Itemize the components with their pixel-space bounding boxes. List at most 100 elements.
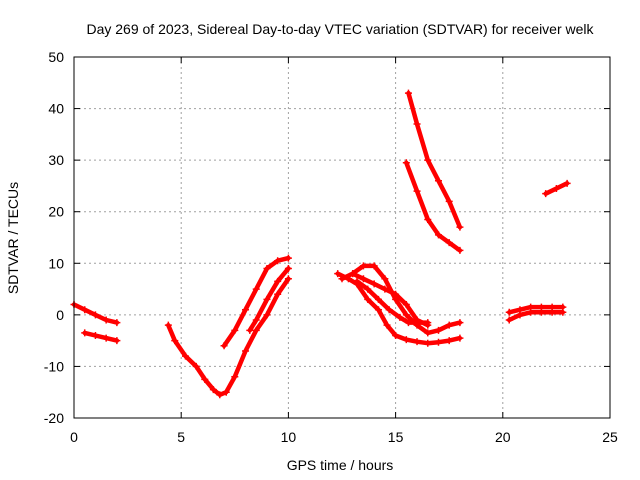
series-line [82, 330, 120, 343]
x-tick-label: 20 [495, 429, 511, 445]
data-point-marker [413, 338, 421, 346]
data-point-marker [434, 177, 442, 185]
data-point-marker [385, 306, 393, 314]
series-arc-8 [349, 270, 432, 329]
data-point-marker [527, 308, 535, 316]
data-point-marker [505, 308, 513, 316]
data-point-marker [263, 311, 271, 319]
data-point-marker [171, 337, 179, 345]
data-point-marker [242, 306, 250, 314]
data-point-marker [424, 329, 432, 337]
data-point-marker [413, 187, 421, 195]
series-line [166, 276, 291, 398]
data-point-marker [424, 339, 432, 347]
data-point-marker [242, 347, 250, 355]
series-arc-4 [220, 254, 292, 350]
data-point-marker [404, 319, 412, 327]
data-point-marker [445, 337, 453, 345]
x-tick-label: 0 [70, 429, 78, 445]
y-tick-label: 0 [56, 307, 64, 323]
data-point-marker [102, 334, 110, 342]
series-arc-11 [402, 159, 464, 254]
x-axis-label: GPS time / hours [287, 457, 394, 473]
data-point-marker [383, 321, 391, 329]
data-point-marker [402, 159, 410, 167]
data-point-marker [209, 386, 217, 394]
series-line [339, 263, 463, 336]
data-point-marker [91, 331, 99, 339]
data-point-marker [274, 277, 282, 285]
axis-ticks: 0 5 10 15 20 25 -20 -10 0 10 20 30 40 50 [44, 49, 618, 445]
series-line [404, 160, 463, 253]
x-tick-label: 5 [177, 429, 185, 445]
data-point-marker [396, 313, 404, 321]
series-line [506, 310, 566, 323]
data-point-marker [192, 362, 200, 370]
data-point-marker [392, 331, 400, 339]
data-point-marker [456, 319, 464, 327]
x-tick-label: 15 [388, 429, 404, 445]
data-point-marker [392, 290, 400, 298]
data-point-marker [456, 246, 464, 254]
data-point-marker [402, 311, 410, 319]
data-point-marker [402, 336, 410, 344]
data-point-marker [102, 316, 110, 324]
y-tick-label: 20 [48, 204, 64, 220]
data-point-marker [353, 277, 361, 285]
chart-title: Day 269 of 2023, Sidereal Day-to-day VTE… [86, 21, 594, 37]
x-tick-label: 10 [281, 429, 297, 445]
series-line [350, 271, 431, 328]
data-point-marker [359, 275, 367, 283]
data-point-marker [231, 373, 239, 381]
x-tick-label: 25 [602, 429, 618, 445]
data-point-marker [402, 301, 410, 309]
data-point-marker [456, 334, 464, 342]
data-point-marker [424, 215, 432, 223]
data-point-marker [201, 375, 209, 383]
data-point-marker [364, 295, 372, 303]
data-point-marker [263, 264, 271, 272]
data-point-marker [252, 326, 260, 334]
data-point-marker [424, 319, 432, 327]
data-point-marker [548, 308, 556, 316]
data-point-marker [164, 321, 172, 329]
data-point-marker [216, 391, 224, 399]
data-point-marker [263, 295, 271, 303]
series-line [406, 90, 463, 230]
data-point-marker [91, 311, 99, 319]
data-point-marker [220, 342, 228, 350]
data-point-marker [222, 388, 230, 396]
y-tick-label: 40 [48, 101, 64, 117]
data-point-marker [113, 337, 121, 345]
data-point-marker [252, 316, 260, 324]
data-point-marker [374, 295, 382, 303]
series-arc-13 [505, 308, 567, 324]
data-point-marker [334, 270, 342, 278]
series-arc-9 [353, 277, 432, 327]
data-point-marker [274, 257, 282, 265]
data-point-marker [274, 290, 282, 298]
data-point-marker [445, 321, 453, 329]
data-point-marker [231, 326, 239, 334]
series-arc-3 [164, 275, 292, 399]
data-point-marker [338, 275, 346, 283]
data-point-marker [424, 156, 432, 164]
data-point-marker [370, 280, 378, 288]
plot-frame [73, 56, 611, 419]
data-point-marker [516, 311, 524, 319]
data-point-marker [505, 316, 513, 324]
data-point-marker [284, 275, 292, 283]
data-point-marker [381, 275, 389, 283]
data-point-marker [563, 179, 571, 187]
series-arc-10 [404, 89, 464, 231]
data-point-marker [434, 326, 442, 334]
y-tick-label: 50 [48, 49, 64, 65]
series-arc-1 [70, 301, 121, 327]
y-tick-label: 30 [48, 152, 64, 168]
data-point-marker [404, 89, 412, 97]
data-point-marker [359, 262, 367, 270]
data-series-group [70, 89, 571, 399]
series-arc-14 [542, 179, 571, 198]
data-point-marker [434, 231, 442, 239]
